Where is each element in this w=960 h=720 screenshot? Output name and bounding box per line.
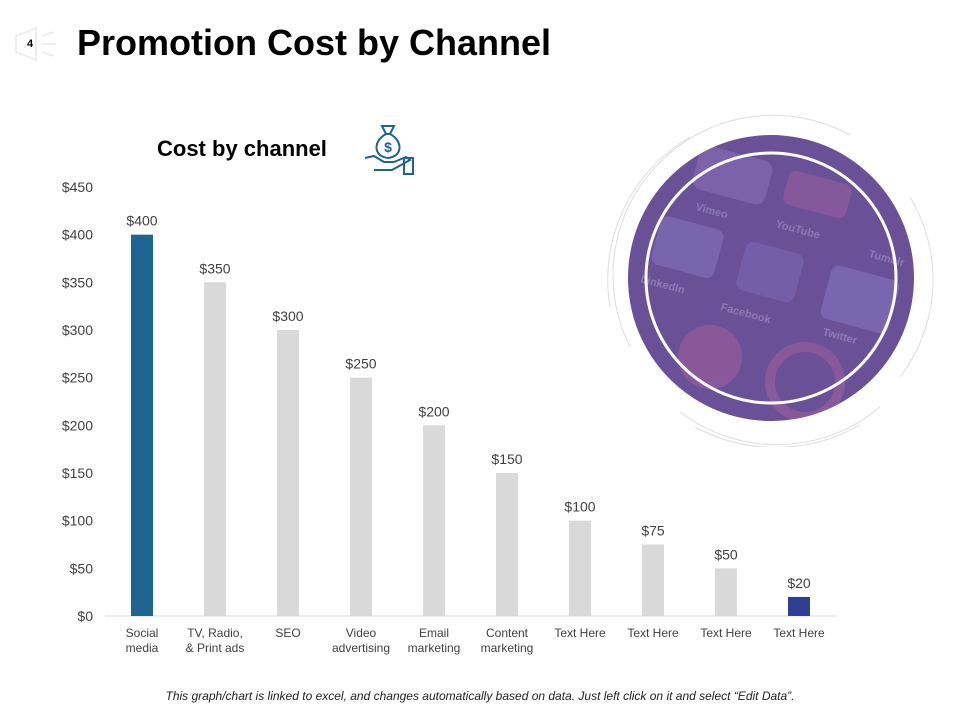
x-tick-label: Text Here (773, 626, 825, 640)
x-tick-label: Social (126, 626, 159, 640)
y-tick-label: $350 (62, 274, 93, 290)
y-tick-label: $400 (62, 227, 93, 243)
footer-note: This graph/chart is linked to excel, and… (165, 689, 795, 703)
bar (350, 377, 372, 616)
data-label: $250 (345, 356, 376, 372)
data-label: $150 (491, 451, 522, 467)
x-tick-label: Text Here (627, 626, 679, 640)
x-tick-label: & Print ads (186, 641, 245, 655)
bar (423, 425, 445, 616)
money-bag-hand-icon: $ (364, 125, 414, 175)
x-tick-label: Text Here (554, 626, 606, 640)
y-tick-label: $0 (77, 608, 93, 624)
x-tick-label: Email (419, 626, 449, 640)
page-title: Promotion Cost by Channel (77, 22, 552, 63)
bar (642, 544, 664, 616)
bar (277, 330, 299, 616)
y-tick-label: $150 (62, 465, 93, 481)
bar (715, 568, 737, 616)
social-media-photo: Vimeo YouTube Tumblr LinkedIn Facebook T… (607, 114, 934, 447)
data-label: $200 (418, 403, 449, 419)
x-tick-label: marketing (408, 641, 461, 655)
x-tick-label: Video (346, 626, 377, 640)
y-tick-label: $50 (70, 560, 94, 576)
y-tick-label: $300 (62, 322, 93, 338)
x-tick-label: advertising (332, 641, 390, 655)
x-tick-label: media (126, 641, 159, 655)
bar (204, 282, 226, 616)
y-tick-label: $200 (62, 417, 93, 433)
data-label: $100 (564, 499, 595, 515)
chart-title: Cost by channel (157, 136, 327, 161)
data-label: $400 (126, 213, 157, 229)
x-tick-label: SEO (275, 626, 300, 640)
y-tick-label: $250 (62, 370, 93, 386)
data-label: $20 (787, 575, 811, 591)
bar (569, 520, 591, 616)
data-label: $350 (199, 260, 230, 276)
data-label: $50 (714, 546, 738, 562)
data-label: $75 (641, 523, 665, 539)
x-tick-label: Text Here (700, 626, 752, 640)
megaphone-icon (15, 26, 56, 62)
svg-text:$: $ (384, 139, 392, 155)
data-label: $300 (272, 308, 303, 324)
bar (788, 596, 810, 616)
y-tick-label: $450 (62, 179, 93, 195)
page-number: 4 (27, 38, 34, 50)
bar (496, 473, 518, 616)
x-tick-label: TV, Radio, (187, 626, 243, 640)
bar (131, 234, 153, 616)
y-tick-label: $100 (62, 513, 93, 529)
x-tick-label: marketing (481, 641, 534, 655)
x-tick-label: Content (486, 626, 529, 640)
